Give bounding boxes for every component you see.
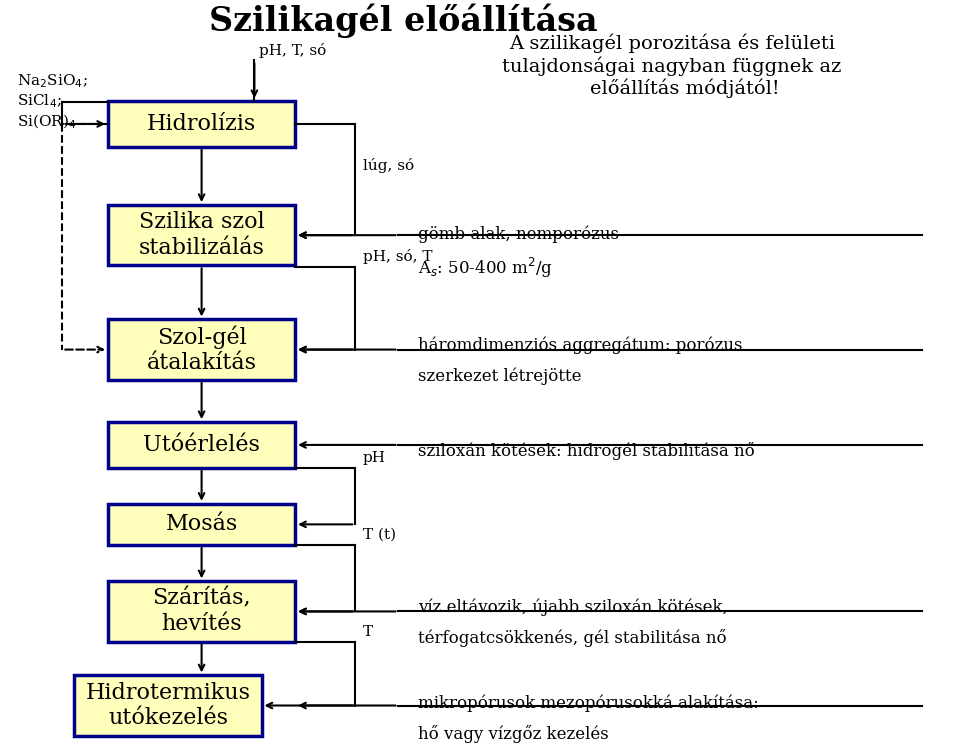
Text: sziloxán kötések: hidrogél stabilitása nő: sziloxán kötések: hidrogél stabilitása n… [418, 442, 755, 460]
Text: Mosás: Mosás [165, 513, 238, 535]
Text: víz eltávozik, újabb sziloxán kötések,: víz eltávozik, újabb sziloxán kötések, [418, 598, 728, 616]
Text: pH, só, T: pH, só, T [363, 249, 432, 264]
Text: Hidrolízis: Hidrolízis [147, 113, 256, 135]
Text: hő vagy vízgőz kezelés: hő vagy vízgőz kezelés [418, 725, 609, 743]
Text: Szilikagél előállítása: Szilikagél előállítása [209, 4, 597, 38]
Text: térfogatcsökkenés, gél stabilitása nő: térfogatcsökkenés, gél stabilitása nő [418, 629, 726, 647]
FancyBboxPatch shape [108, 205, 296, 266]
Text: T (t): T (t) [363, 527, 396, 542]
Text: lúg, só: lúg, só [363, 158, 414, 173]
FancyBboxPatch shape [108, 101, 296, 147]
Text: mikropórusok mezopórusokká alakítása:: mikropórusok mezopórusokká alakítása: [418, 694, 758, 712]
Text: T: T [363, 625, 373, 639]
Text: pH: pH [363, 451, 386, 464]
Text: pH, T, só: pH, T, só [259, 44, 326, 58]
Text: gömb alak, nemporózus: gömb alak, nemporózus [418, 226, 618, 243]
Text: Szol-gél
átalakítás: Szol-gél átalakítás [147, 326, 256, 374]
Text: A$_s$: 50-400 m$^2$/g: A$_s$: 50-400 m$^2$/g [418, 256, 553, 280]
Text: A szilikagél porozitása és felületi
tulajdonságai nagyban függnek az
    előállí: A szilikagél porozitása és felületi tula… [502, 34, 842, 98]
Text: Hidrotermikus
utókezelés: Hidrotermikus utókezelés [85, 682, 251, 729]
FancyBboxPatch shape [108, 422, 296, 468]
FancyBboxPatch shape [108, 581, 296, 642]
Text: szerkezet létrejötte: szerkezet létrejötte [418, 368, 581, 385]
Text: Szilika szol
stabilizálás: Szilika szol stabilizálás [138, 211, 265, 259]
Text: Szárítás,
hevítés: Szárítás, hevítés [153, 588, 251, 635]
FancyBboxPatch shape [108, 504, 296, 545]
FancyBboxPatch shape [108, 320, 296, 380]
Text: Na$_2$SiO$_4$;
SiCl$_4$;
Si(OR)$_4$: Na$_2$SiO$_4$; SiCl$_4$; Si(OR)$_4$ [17, 72, 88, 131]
FancyBboxPatch shape [74, 675, 261, 736]
Text: Utóérlelés: Utóérlelés [143, 434, 260, 456]
Text: háromdimenziós aggregátum: porózus: háromdimenziós aggregátum: porózus [418, 337, 742, 354]
